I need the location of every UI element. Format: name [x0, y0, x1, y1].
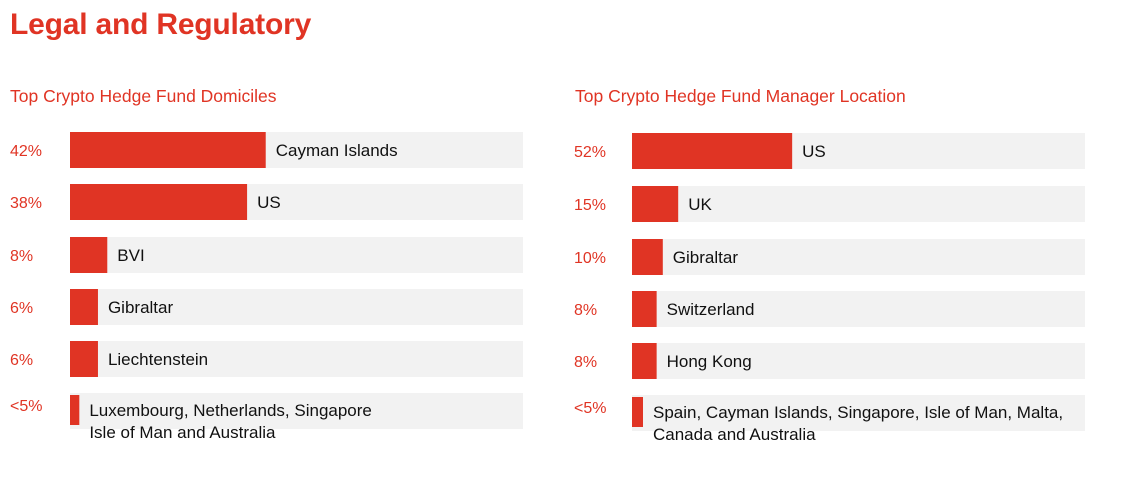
bar-track: [70, 289, 523, 325]
value-label: 8%: [574, 302, 597, 319]
category-label: Luxembourg, Netherlands, Singapore Isle o…: [89, 401, 372, 442]
value-label: 52%: [574, 144, 606, 161]
category-label: Hong Kong: [667, 352, 752, 371]
bar: [632, 239, 663, 275]
category-label: US: [802, 142, 826, 161]
value-label: 42%: [10, 143, 42, 160]
bar-track: [632, 343, 1085, 379]
chart-title-domiciles: Top Crypto Hedge Fund Domiciles: [10, 86, 277, 106]
chart-title-manager-location: Top Crypto Hedge Fund Manager Location: [575, 86, 906, 106]
value-label: 10%: [574, 250, 606, 267]
category-label: US: [257, 193, 281, 212]
value-label: 8%: [574, 354, 597, 371]
bar: [70, 132, 266, 168]
bar-track: [632, 291, 1085, 327]
bar: [70, 184, 248, 220]
bar: [632, 343, 657, 379]
bar: [632, 397, 643, 427]
category-label: UK: [688, 195, 712, 214]
bar-track: [632, 186, 1085, 222]
bar-track: [70, 393, 523, 429]
value-label: <5%: [10, 398, 42, 415]
bar: [632, 291, 657, 327]
category-label: BVI: [117, 246, 144, 265]
bar: [632, 186, 679, 222]
category-label: Liechtenstein: [108, 350, 208, 369]
bar-track: [632, 395, 1085, 431]
value-label: 15%: [574, 197, 606, 214]
chart-1: 52% US 15% UK 10% Gibraltar 8% Switzerland 8% Hon…: [574, 133, 1085, 444]
bar-track: [632, 239, 1085, 275]
chart-0: 42% Cayman Islands 38% US 8% BVI 6% Gibraltar 6%…: [10, 132, 523, 442]
value-label: 6%: [10, 300, 33, 317]
value-label: 8%: [10, 248, 33, 265]
bar: [70, 289, 98, 325]
category-label: Spain, Cayman Islands, Singapore, Isle o…: [653, 403, 1063, 444]
bar: [632, 133, 793, 169]
value-label: <5%: [574, 400, 606, 417]
bar: [70, 237, 108, 273]
value-label: 38%: [10, 195, 42, 212]
category-label: Cayman Islands: [276, 141, 398, 160]
category-label: Gibraltar: [673, 248, 739, 267]
category-label: Gibraltar: [108, 298, 174, 317]
bar-track: [70, 237, 523, 273]
bar: [70, 395, 80, 425]
category-label: Switzerland: [667, 300, 755, 319]
page-title: Legal and Regulatory: [10, 8, 312, 41]
bar-track: [70, 341, 523, 377]
bar: [70, 341, 98, 377]
value-label: 6%: [10, 352, 33, 369]
